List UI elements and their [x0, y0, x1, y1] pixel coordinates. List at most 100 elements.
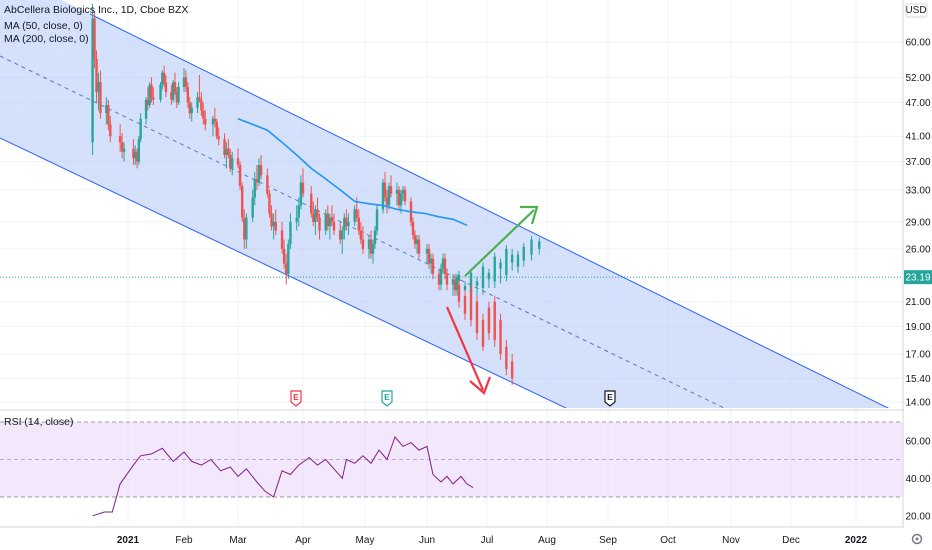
down-arrow-head — [469, 376, 492, 395]
candle-body-59 — [266, 175, 269, 194]
y-tick-6: 26.00 — [905, 244, 930, 255]
up-arrow-shaft[interactable] — [464, 209, 535, 277]
candle-body-114 — [427, 248, 431, 264]
candle-body-36 — [198, 97, 201, 100]
candle-body-63 — [274, 221, 277, 231]
candle-body-61 — [270, 213, 273, 227]
y-tick-1: 15.40 — [905, 374, 930, 385]
currency-box[interactable] — [905, 3, 928, 18]
candle-body-23 — [162, 72, 166, 83]
candle-body-55 — [253, 178, 256, 198]
candle-body-93 — [367, 239, 371, 249]
candle-body-46 — [227, 148, 230, 155]
candle-body-78 — [324, 213, 327, 231]
candle-body-123 — [453, 279, 457, 291]
candle-body-33 — [188, 102, 191, 114]
rsi-tick-0: 20.00 — [905, 511, 930, 522]
projection-arrows[interactable] — [445, 205, 539, 395]
candle-body-66 — [285, 263, 288, 274]
candle-body-16 — [144, 99, 148, 119]
candle-body-52 — [243, 217, 246, 240]
earnings-label-1: E — [384, 392, 390, 402]
candle-body-22 — [161, 72, 164, 85]
channel-lower-line[interactable] — [0, 137, 570, 410]
x-tick-3: Apr — [295, 535, 311, 546]
x-tick-5: Jun — [419, 535, 435, 546]
candle-body-20 — [152, 97, 155, 100]
candle-body-49 — [236, 158, 240, 165]
x-tick-1: Feb — [175, 535, 193, 546]
proj-down-candle-body-7 — [499, 320, 502, 354]
channel-upper-line[interactable] — [89, 13, 892, 410]
candle-body-68 — [289, 221, 292, 245]
candle-body-70 — [297, 205, 301, 218]
proj-down-candle-body-6 — [493, 301, 496, 340]
down-arrow-shaft[interactable] — [445, 306, 485, 391]
candle-body-19 — [150, 84, 153, 98]
candle-body-76 — [316, 209, 319, 218]
candle-body-77 — [318, 217, 321, 231]
candle-body-3 — [97, 82, 100, 93]
candle-body-43 — [217, 136, 220, 140]
candle-body-38 — [202, 110, 205, 119]
candle-body-53 — [245, 217, 248, 240]
candle-body-64 — [280, 230, 284, 249]
ma200-legend[interactable]: MA (200, close, 0) — [4, 33, 89, 45]
candle-body-10 — [122, 148, 126, 152]
candle-body-102 — [389, 186, 393, 194]
earnings-marker-icon[interactable]: E — [381, 390, 393, 407]
earnings-label-0: E — [293, 392, 299, 402]
candle-body-5 — [105, 105, 108, 114]
candle-body-118 — [439, 268, 443, 285]
candle-body-12 — [134, 151, 137, 159]
y-tick-12: 52.00 — [905, 73, 930, 84]
proj-up-candle-body-2 — [469, 272, 473, 293]
candle-body-81 — [330, 217, 334, 222]
proj-down-candle-body-0 — [457, 284, 461, 302]
candle-body-39 — [204, 118, 207, 125]
candle-body-74 — [312, 213, 315, 222]
earnings-label-2: E — [607, 392, 613, 402]
earnings-flag-2 — [604, 390, 616, 407]
x-tick-10: Nov — [722, 535, 740, 546]
ma50-legend[interactable]: MA (50, close, 0) — [4, 20, 83, 32]
candle-body-96 — [373, 230, 377, 245]
candle-body-18 — [148, 84, 151, 106]
projection-down-candles — [457, 279, 514, 385]
proj-up-candle-body-13 — [538, 241, 541, 249]
x-tick-7: Aug — [538, 535, 556, 546]
candle-body-56 — [255, 178, 259, 183]
currency-label: USD — [905, 5, 926, 16]
last-price-badge: 23.19 — [904, 270, 932, 285]
candle-body-110 — [413, 234, 417, 245]
candle-body-62 — [272, 221, 275, 227]
proj-up-candle-body-0 — [457, 274, 461, 282]
channel-group[interactable] — [0, 0, 892, 410]
candle-body-87 — [347, 221, 350, 227]
x-tick-6: Jul — [481, 535, 494, 546]
candle-body-112 — [417, 239, 421, 254]
last-price-badge-bg — [904, 270, 932, 285]
candle-body-11 — [132, 148, 135, 159]
candle-body-41 — [213, 118, 217, 122]
x-tick-8: Sep — [599, 535, 617, 546]
x-tick-0: 2021 — [117, 535, 140, 546]
earnings-marker-icon[interactable]: E — [290, 390, 302, 407]
regression-channel[interactable] — [0, 0, 892, 410]
candle-body-97 — [375, 209, 379, 231]
candle-body-31 — [184, 77, 188, 88]
earnings-marker-icon[interactable]: E — [604, 390, 616, 407]
candle-body-113 — [425, 248, 429, 254]
candle-body-72 — [301, 182, 305, 194]
proj-down-candle-body-3 — [475, 301, 479, 334]
y-tick-0: 14.00 — [905, 398, 930, 409]
settings-gear-icon[interactable] — [911, 533, 923, 545]
symbol-legend[interactable]: AbCellera Biologics Inc., 1D, Cboe BZX — [4, 4, 189, 16]
candle-body-4 — [99, 82, 102, 114]
time-axis[interactable]: 2021 Feb Mar Apr May Jun Jul Aug Sep Oct Nov Dec 202… — [117, 535, 868, 546]
candle-body-91 — [359, 230, 363, 240]
rsi-legend[interactable]: RSI (14, close) — [4, 416, 74, 428]
